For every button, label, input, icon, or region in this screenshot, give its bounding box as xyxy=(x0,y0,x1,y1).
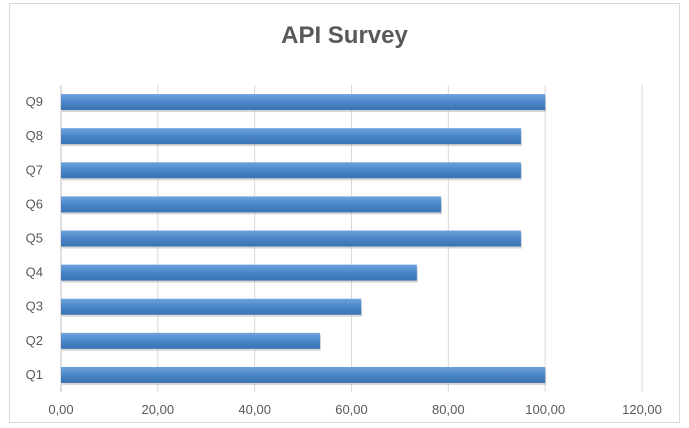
bar xyxy=(61,230,521,247)
x-tick-label: 0,00 xyxy=(48,402,73,417)
x-tick-label: 80,00 xyxy=(432,402,465,417)
chart-area xyxy=(9,3,680,423)
y-tick-label: Q4 xyxy=(26,265,43,280)
y-tick-label: Q6 xyxy=(26,196,43,211)
x-tick-label: 40,00 xyxy=(238,402,271,417)
chart-title: API Survey xyxy=(281,22,408,49)
y-tick-label: Q7 xyxy=(26,162,43,177)
x-tick-label: 60,00 xyxy=(335,402,368,417)
axis-labels: 0,00 20,00 40,00 60,00 80,00 100,00 120,00 Q1 Q2… xyxy=(26,94,662,417)
y-tick-label: Q9 xyxy=(26,94,43,109)
bar xyxy=(61,298,362,315)
bar xyxy=(61,162,521,179)
y-tick-label: Q2 xyxy=(26,333,43,348)
x-tick-label: 100,00 xyxy=(525,402,565,417)
y-tick-label: Q5 xyxy=(26,231,43,246)
bar xyxy=(61,128,521,145)
y-tick-label: Q3 xyxy=(26,299,43,314)
bars xyxy=(61,94,547,385)
x-tick-label: 120,00 xyxy=(622,402,662,417)
bar xyxy=(61,332,321,349)
bar xyxy=(61,94,546,111)
bar xyxy=(61,264,417,281)
bar xyxy=(61,366,546,383)
bar xyxy=(61,196,442,213)
x-tick-label: 20,00 xyxy=(142,402,175,417)
y-tick-label: Q1 xyxy=(26,367,43,382)
y-tick-label: Q8 xyxy=(26,128,43,143)
